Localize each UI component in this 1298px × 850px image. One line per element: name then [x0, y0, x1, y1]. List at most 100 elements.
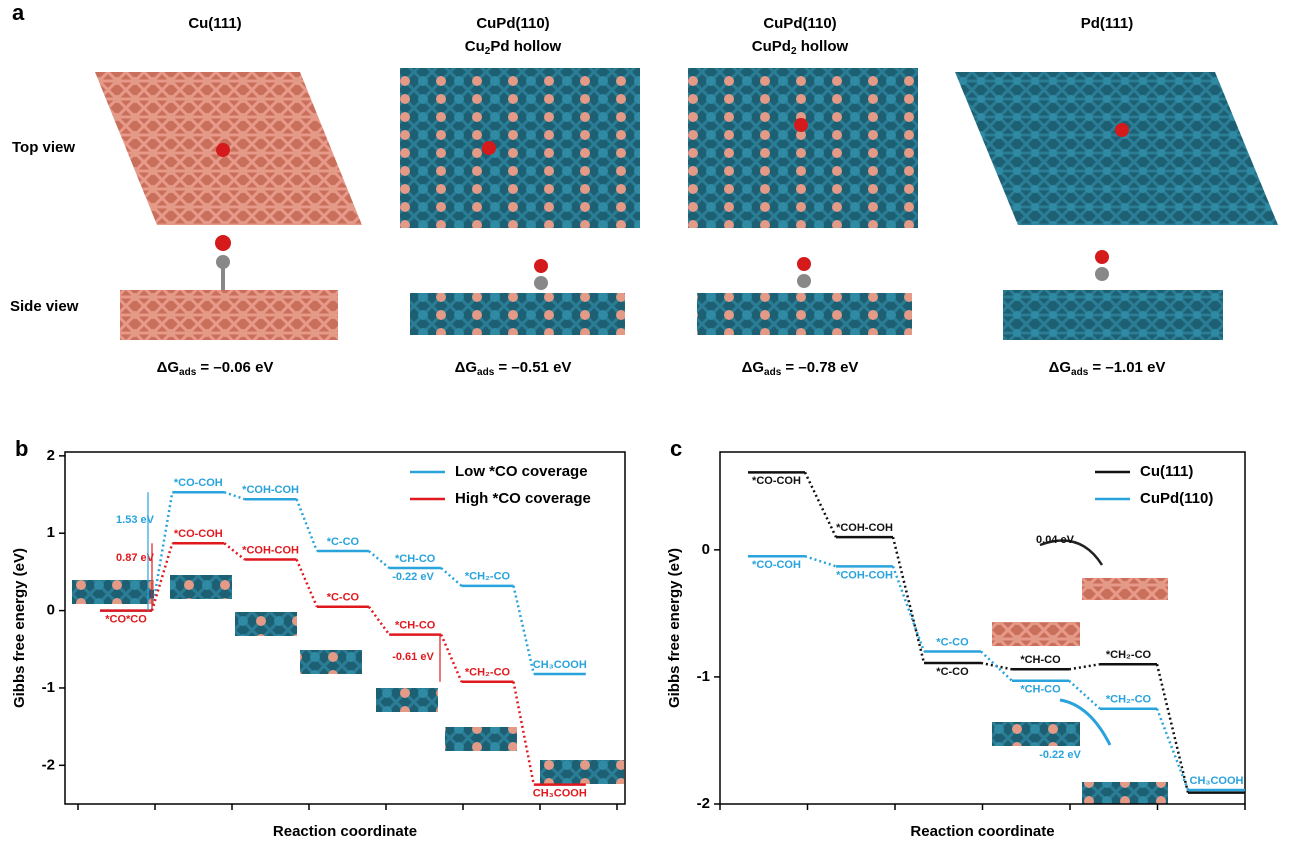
level-label: *CH-CO [395, 619, 436, 631]
text-part: ads [1071, 367, 1089, 378]
legend-label: CuPd(110) [1140, 490, 1213, 507]
legend-label: Cu(111) [1140, 463, 1193, 480]
adsorbate [215, 118, 1129, 290]
connector [891, 565, 926, 652]
y-tick-label: -1 [42, 679, 55, 696]
annotation: -0.22 eV [1039, 749, 1081, 761]
connector [368, 550, 391, 570]
surface-side [120, 290, 338, 340]
y-tick-label: 2 [47, 447, 55, 464]
connector [150, 492, 174, 611]
text-part: 2 [485, 46, 491, 57]
text-part: = –0.06 eV [196, 359, 273, 376]
adsorption-energy: ΔGads = –0.78 eV [742, 359, 859, 378]
legend-label: High *CO coverage [455, 490, 591, 507]
connector [891, 536, 926, 664]
connector [980, 650, 1013, 682]
x-axis-label: Reaction coordinate [273, 823, 417, 840]
surface-top [688, 68, 918, 228]
row-label: Side view [10, 298, 79, 315]
legend-label: Low *CO coverage [455, 463, 588, 480]
y-tick-label: 0 [702, 541, 710, 558]
annotation: 0.87 eV [116, 552, 155, 564]
x-axis-label: Reaction coordinate [910, 823, 1054, 840]
connector [804, 555, 837, 568]
level-label: CH₃COOH [533, 659, 587, 671]
level-label: *COH-COH [242, 544, 299, 556]
connector [367, 605, 391, 636]
connector [440, 567, 463, 587]
column-title: Pd(111) [1081, 15, 1134, 32]
surface-top [400, 68, 640, 228]
text-part: ΔG [1049, 359, 1071, 376]
connector [223, 491, 246, 501]
panel-letter: a [12, 0, 25, 25]
surface-side [410, 293, 625, 335]
level-label: *CO-COH [752, 559, 801, 571]
column-subtitle: CuPd2 hollow [752, 38, 849, 57]
connector [295, 559, 319, 608]
level-label: *CO*CO [105, 613, 147, 625]
text-part: = –1.01 eV [1088, 359, 1165, 376]
panel-letter: b [15, 436, 28, 461]
column-title: CuPd(110) [476, 15, 549, 32]
level-label: *CO-COH [174, 528, 223, 540]
level-label: *CH-CO [395, 553, 436, 565]
level-label: *CH₂-CO [465, 571, 511, 583]
text-part: ads [477, 367, 495, 378]
text-part: = –0.51 eV [494, 359, 571, 376]
y-tick-label: -2 [42, 756, 55, 773]
y-tick-label: -2 [697, 795, 710, 812]
text-part: ads [179, 367, 197, 378]
annotation: -0.61 eV [392, 651, 434, 663]
surface-side [1003, 290, 1223, 340]
column-subtitle: Cu2Pd hollow [465, 38, 562, 57]
text-part: ΔG [157, 359, 179, 376]
insets [72, 539, 1168, 804]
text-part: hollow [797, 38, 849, 55]
adsorption-energy: ΔGads = –0.51 eV [455, 359, 572, 378]
level-label: CH₃COOH [533, 788, 587, 800]
level-label: *CH₂-CO [1106, 649, 1152, 661]
level-label: *C-CO [327, 536, 360, 548]
text-part: ads [764, 367, 782, 378]
surface-top [955, 72, 1278, 225]
level-label: *C-CO [327, 592, 360, 604]
panel-letter: c [670, 436, 682, 461]
connector [295, 498, 319, 552]
y-tick-label: 0 [47, 602, 55, 619]
column-title: Cu(111) [188, 15, 241, 32]
text-part: CuPd [752, 38, 791, 55]
panel-a [95, 68, 1278, 340]
level-label: *CH-CO [1020, 684, 1061, 696]
connector [1068, 679, 1101, 710]
level-label: *C-CO [936, 666, 969, 678]
level-label: *CO-COH [752, 475, 801, 487]
level-label: *CH₂-CO [1106, 694, 1152, 706]
plot-frame [64, 451, 626, 805]
annotation: 0.04 eV [1036, 534, 1075, 546]
level-label: *COH-COH [836, 569, 893, 581]
y-tick-label: -1 [697, 668, 710, 685]
connector [223, 542, 246, 561]
text-part: Pd hollow [490, 38, 561, 55]
row-label: Top view [12, 139, 75, 156]
text-part: ΔG [742, 359, 764, 376]
connector [440, 634, 463, 683]
annotation: -0.22 eV [392, 571, 434, 583]
connector [512, 585, 536, 675]
adsorption-energy: ΔGads = –1.01 eV [1049, 359, 1166, 378]
adsorption-energy: ΔGads = –0.06 eV [157, 359, 274, 378]
level-label: *COH-COH [836, 522, 893, 534]
y-axis-label: Gibbs free energy (eV) [11, 548, 28, 708]
connector [150, 542, 174, 611]
surface-side [697, 293, 912, 335]
connector [1068, 662, 1101, 671]
y-tick-label: 1 [47, 524, 55, 541]
y-axis-label: Gibbs free energy (eV) [666, 548, 683, 708]
level-label: CH₃COOH [1190, 775, 1244, 787]
annotation: 1.53 eV [116, 514, 155, 526]
text-part: 2 [791, 46, 797, 57]
